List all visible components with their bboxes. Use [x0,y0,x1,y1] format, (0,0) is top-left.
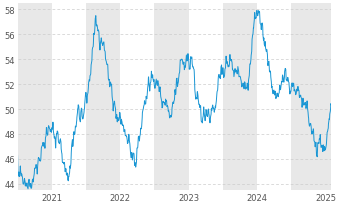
Bar [18,4,52,190]
Bar [291,4,331,190]
Bar [154,4,189,190]
Bar [223,4,257,190]
Bar [86,4,120,190]
